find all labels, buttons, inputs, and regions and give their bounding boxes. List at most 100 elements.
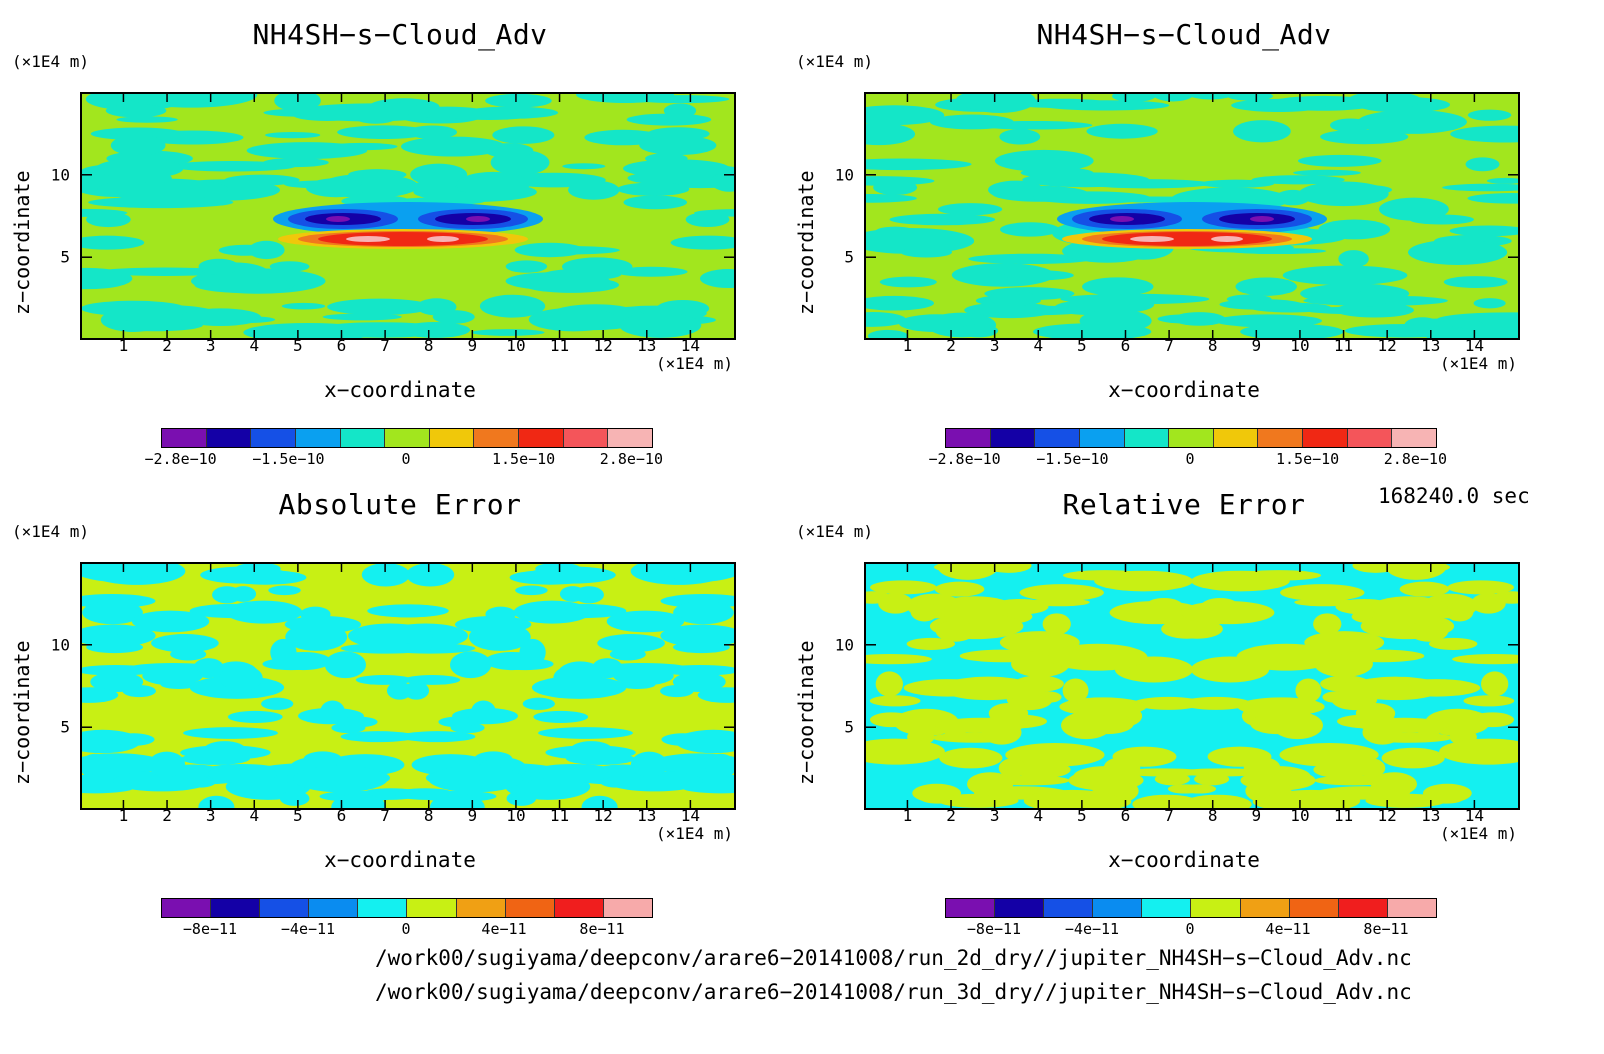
contour-region [968,253,1093,265]
contour-region [1005,743,1105,767]
contour-region [148,751,186,778]
contour-region [198,258,240,275]
contour-region [1298,181,1389,207]
contour-region [630,751,668,778]
panel-bottom-left: Absolute Error (×1E4 m) z−coordinate (×1… [0,470,800,950]
contour-region [866,193,917,203]
contour-region [1467,109,1512,121]
x-tick-label: 4 [249,336,260,355]
x-axis-label: x−coordinate [1108,378,1260,402]
y-tick-label: 5 [844,247,854,267]
colorbar-label: 2.8e−10 [599,450,663,468]
contour-region [261,697,294,710]
contour-region [870,580,937,595]
panel-bottom-right: Relative Error (×1E4 m) z−coordinate (×1… [784,470,1584,950]
colorbar-label: 0 [1185,450,1195,468]
x-tick-label: 2 [946,806,956,825]
contour-region [1188,94,1234,100]
contour-region [110,134,166,156]
contour-region [1379,197,1449,221]
x-tick-label: 10 [506,806,526,825]
contour-region [1447,580,1514,595]
contour-region [429,793,485,808]
contour-field [82,564,734,808]
contour-region [1041,100,1170,111]
contour-region [1082,277,1154,296]
contour-region [866,105,945,126]
contour-region [681,782,734,794]
contour-region [95,158,184,179]
x-tick-label: 8 [423,806,434,825]
contour-plot [80,92,736,340]
contour-region [562,257,633,276]
contour-region [1016,680,1045,702]
contour-region [1263,789,1361,808]
x-tick-label: 10 [1290,336,1310,355]
contour-region [1442,183,1518,192]
contour-region [513,600,591,624]
contour-region [919,793,956,804]
contour-region [597,634,665,653]
contour-region [151,634,219,653]
y-unit-label: (×1E4 m) [796,52,874,71]
x-tick-label: 9 [1251,806,1262,825]
contour-region [576,94,674,103]
contour-region [1279,743,1379,767]
contour-region [998,758,1026,778]
x-axis-label: x−coordinate [324,378,476,402]
y-tick-label: 5 [60,717,70,737]
contour-region [1339,680,1368,702]
contour-region [1047,643,1148,671]
contour-region [1449,225,1518,237]
contour-region [889,213,996,226]
contour-region [1408,239,1508,265]
colorbar-label: −8e−11 [966,920,1022,938]
x-unit-label: (×1E4 m) [1440,354,1518,373]
negative-anomaly [326,216,350,222]
y-axis-label: z−coordinate [794,170,818,316]
contour-region [873,180,918,196]
contour-region [1086,123,1158,139]
colorbar-swatch [1079,429,1125,447]
contour-region [1293,169,1361,176]
contour-region [82,687,119,703]
contour-region [538,764,609,783]
x-axis-label: x−coordinate [324,848,476,872]
y-unit-label: (×1E4 m) [796,522,874,541]
contour-region [971,681,1005,698]
colorbar-swatch [251,429,296,447]
contour-region [528,307,619,332]
contour-region [522,697,555,710]
contour-region [1061,711,1112,740]
contour-region [224,174,300,186]
contour-region [1439,738,1518,765]
x-tick-label: 7 [380,806,390,825]
contour-region [1340,649,1425,663]
y-axis-label: z−coordinate [10,170,34,316]
y-unit-label: (×1E4 m) [12,52,90,71]
x-tick-label: 7 [1164,336,1174,355]
contour-region [1465,157,1500,172]
y-axis-label: z−coordinate [794,640,818,786]
x-tick-label: 5 [293,336,303,355]
contour-region [869,712,914,728]
x-tick-label: 14 [680,806,701,825]
contour-region [1381,747,1445,769]
colorbar-swatch [603,899,652,917]
contour-region [879,276,937,288]
colorbar-label: 4e−11 [481,920,527,938]
contour-region [939,747,1003,769]
contour-region [1313,613,1342,635]
colorbar-swatch [309,899,359,917]
y-tick-label: 10 [834,165,854,185]
contour-region [1358,758,1386,778]
x-tick-label: 11 [549,806,570,825]
colorbar-label: 0 [1185,920,1195,938]
contour-region [1272,711,1323,740]
positive-anomaly [318,232,488,246]
x-tick-label: 2 [162,336,172,355]
x-tick-label: 1 [902,336,913,355]
contour-region [471,700,496,723]
contour-region [492,126,555,144]
x-tick-label: 1 [902,806,913,825]
